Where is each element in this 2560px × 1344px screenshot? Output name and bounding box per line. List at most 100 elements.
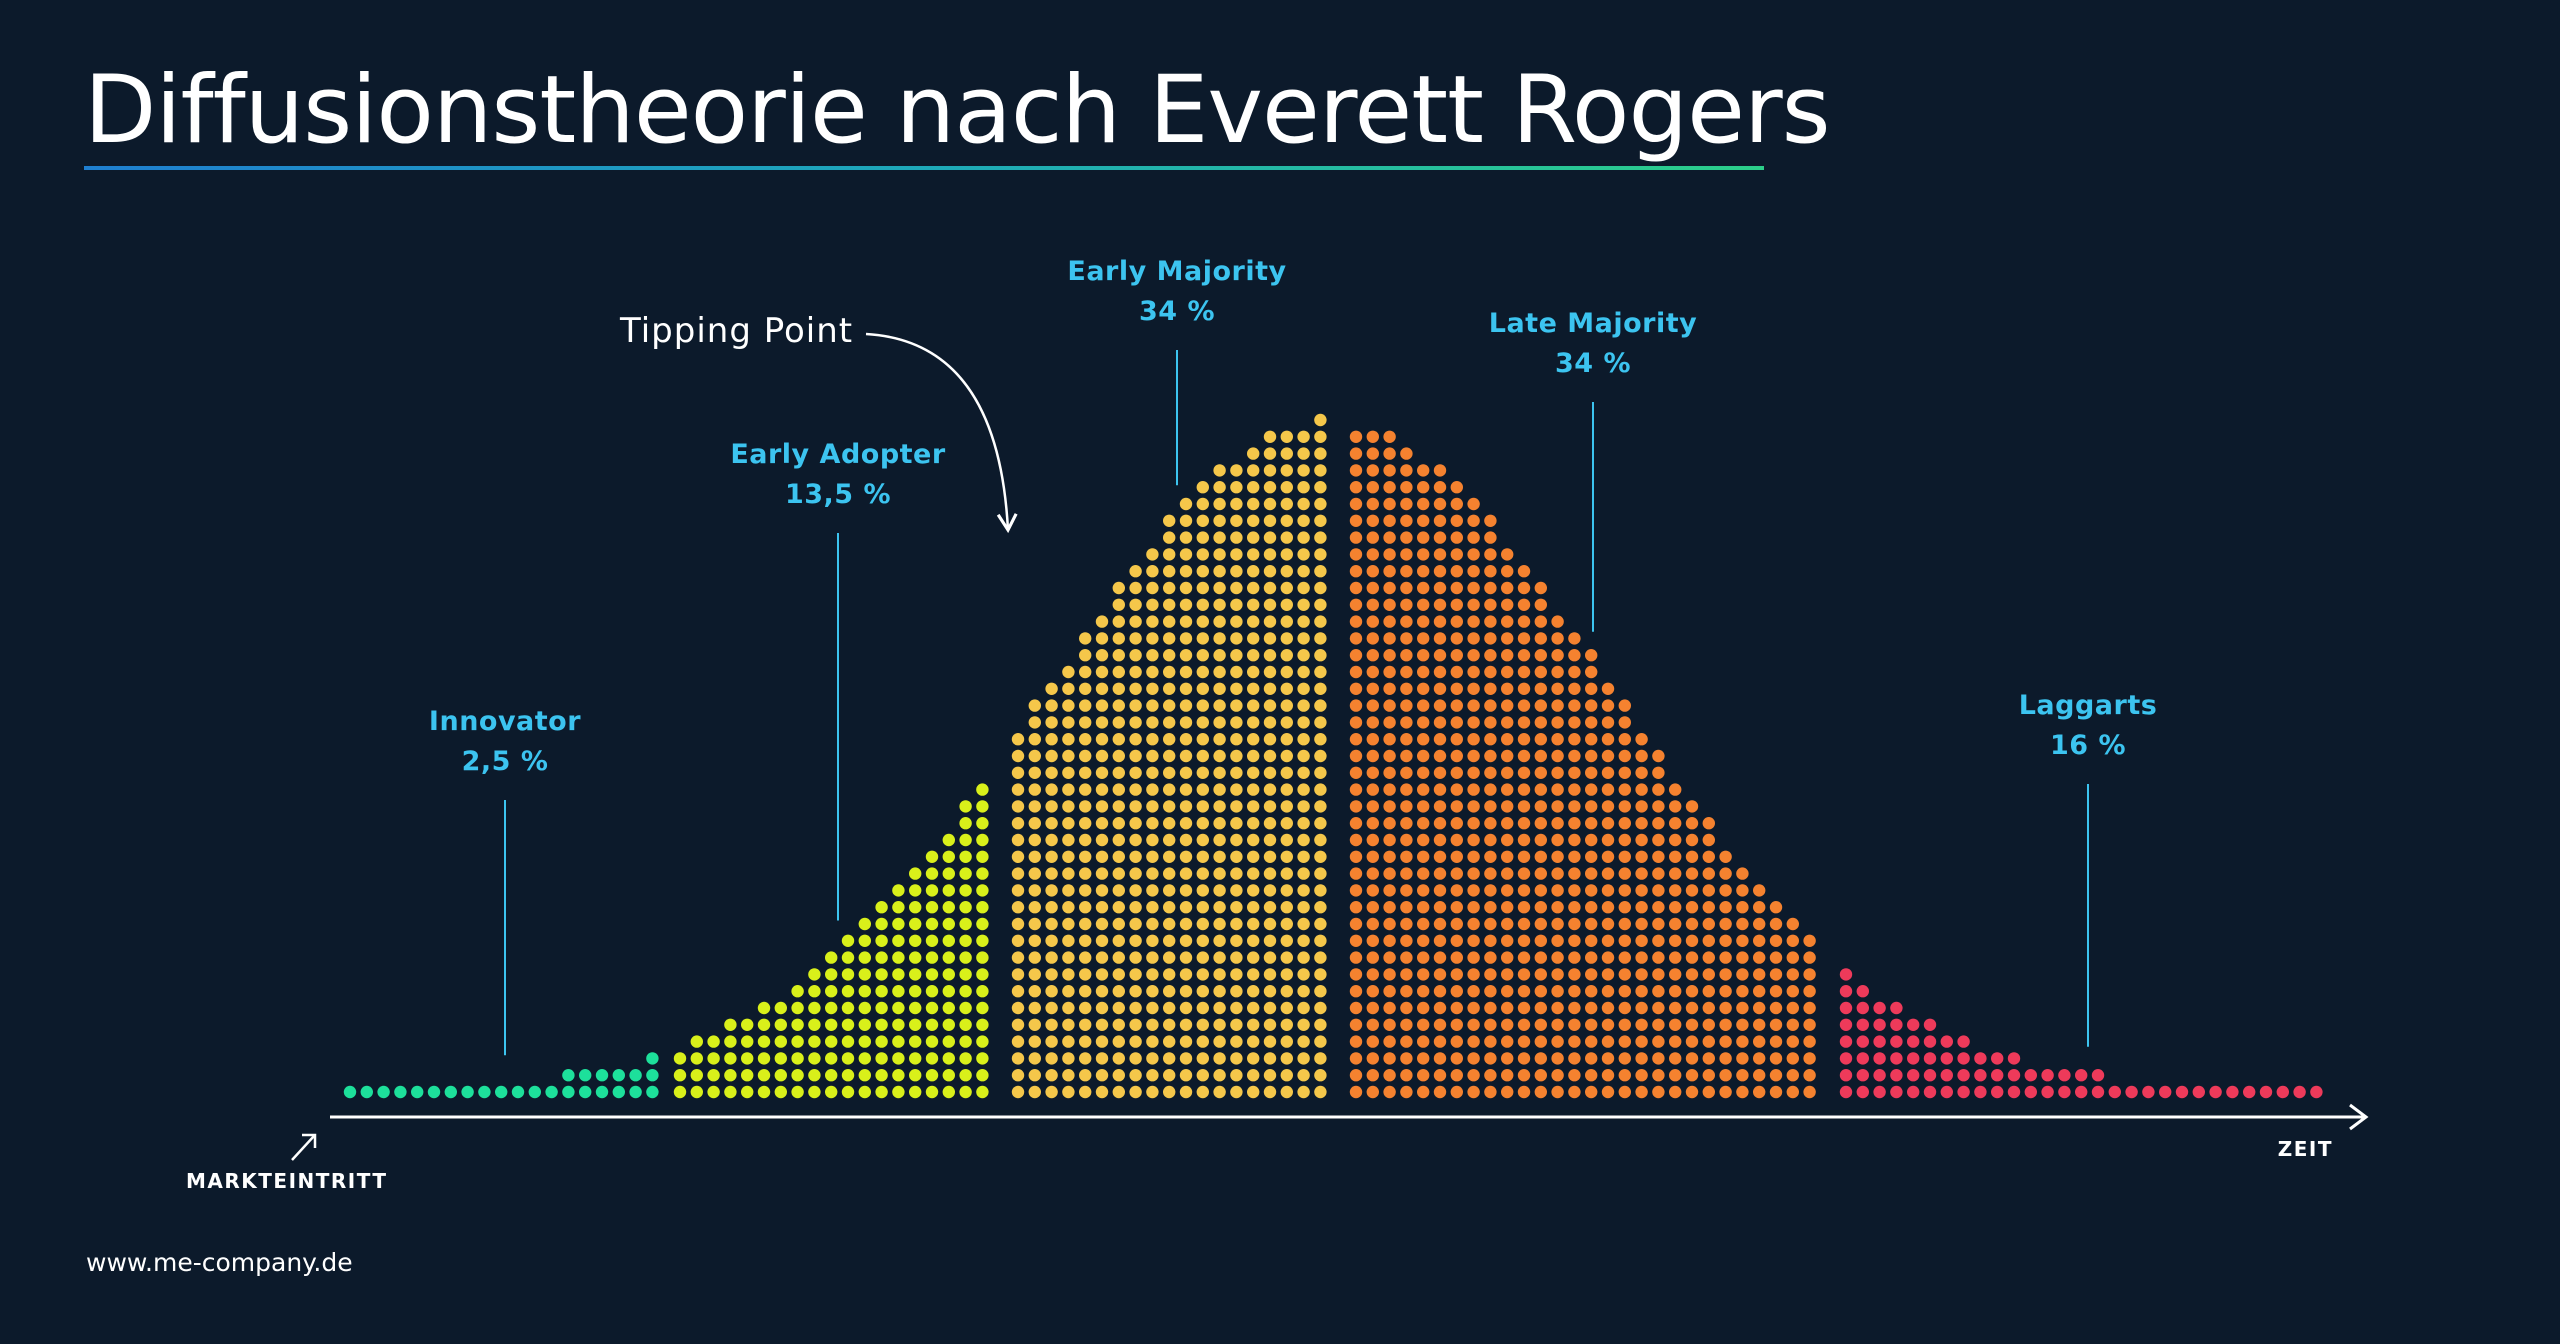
dot: [1786, 1085, 1800, 1099]
dot: [1230, 783, 1243, 796]
dot: [2209, 1085, 2222, 1099]
dot: [1263, 531, 1277, 544]
dot: [1400, 917, 1413, 931]
dot: [1314, 665, 1327, 679]
dot: [1112, 833, 1126, 847]
dot: [1890, 1085, 1903, 1099]
dot: [1095, 1085, 1109, 1099]
dot: [1129, 850, 1142, 863]
dot: [1450, 716, 1464, 729]
dot: [1247, 783, 1260, 796]
dot: [1062, 817, 1075, 830]
dot: [1585, 716, 1598, 729]
dot: [1923, 1018, 1937, 1031]
dot: [1314, 413, 1327, 427]
dot: [1314, 783, 1327, 796]
dot: [1957, 1035, 1970, 1048]
dot: [976, 884, 989, 897]
dot: [741, 1069, 754, 1082]
dot: [1652, 1018, 1665, 1031]
dot: [1349, 565, 1363, 578]
dot: [1230, 817, 1243, 830]
dot: [562, 1085, 575, 1099]
dot: [377, 1085, 390, 1099]
dot: [1803, 1069, 1816, 1082]
dot: [1568, 699, 1581, 712]
dot: [1652, 800, 1665, 813]
segment-name-label: Laggarts: [2019, 690, 2158, 721]
dot: [1129, 1018, 1142, 1031]
dot: [1213, 917, 1226, 931]
dot: [1652, 749, 1665, 763]
dot: [595, 1069, 609, 1082]
dot: [1433, 464, 1447, 477]
segment-dots-late-majority: [1349, 430, 1816, 1099]
dot: [1314, 548, 1327, 561]
dot: [1923, 1085, 1937, 1099]
dot: [1400, 867, 1413, 880]
dot: [825, 985, 838, 998]
dot: [1450, 1035, 1464, 1048]
dot: [976, 1001, 989, 1015]
dot: [1230, 548, 1243, 561]
dot: [1501, 951, 1514, 964]
dot: [690, 1069, 703, 1082]
dot: [1349, 1052, 1363, 1065]
dot: [1890, 1069, 1903, 1082]
dot: [1179, 548, 1193, 561]
dot: [1247, 867, 1260, 880]
dot: [1685, 1052, 1699, 1065]
dot: [1400, 985, 1413, 998]
dot: [1213, 548, 1226, 561]
dot: [1095, 901, 1109, 914]
dot: [1112, 901, 1126, 914]
dot: [1366, 1069, 1380, 1082]
dot: [1129, 783, 1142, 796]
dot: [1433, 817, 1447, 830]
dot: [1400, 1052, 1413, 1065]
dot: [343, 1085, 357, 1099]
dot: [1112, 1085, 1126, 1099]
dot: [1383, 481, 1396, 494]
dot: [959, 833, 972, 847]
dot: [1230, 934, 1243, 947]
dot: [1213, 749, 1226, 763]
dot: [942, 901, 955, 914]
dot: [1635, 1035, 1648, 1048]
dot: [1045, 985, 1058, 998]
dot: [1179, 632, 1193, 645]
dot: [925, 985, 939, 998]
dot: [1568, 1001, 1581, 1015]
dot: [1263, 649, 1277, 662]
dot: [1803, 1018, 1816, 1031]
dot: [1433, 481, 1447, 494]
dot: [1517, 733, 1531, 746]
dot: [1062, 1085, 1075, 1099]
dot: [976, 968, 989, 981]
dot: [1280, 581, 1294, 595]
dot: [612, 1069, 625, 1082]
dot: [1349, 867, 1363, 880]
dot: [1551, 1001, 1564, 1015]
dot: [1045, 934, 1058, 947]
dot: [976, 1052, 989, 1065]
dot: [1095, 833, 1109, 847]
dot: [925, 867, 939, 880]
dot: [1079, 716, 1092, 729]
dot: [774, 1018, 787, 1031]
dot: [1179, 1035, 1193, 1048]
dot: [1907, 1085, 1920, 1099]
dot: [1702, 951, 1716, 964]
dot: [1433, 1035, 1447, 1048]
dot: [1045, 968, 1058, 981]
dot: [1551, 716, 1564, 729]
dot: [942, 934, 955, 947]
dot: [1314, 598, 1327, 611]
dot: [791, 1085, 804, 1099]
dot: [1501, 867, 1514, 880]
dot: [1501, 733, 1514, 746]
dot: [1618, 733, 1632, 746]
dot: [1280, 430, 1294, 443]
dot: [1366, 699, 1380, 712]
dot: [629, 1085, 642, 1099]
